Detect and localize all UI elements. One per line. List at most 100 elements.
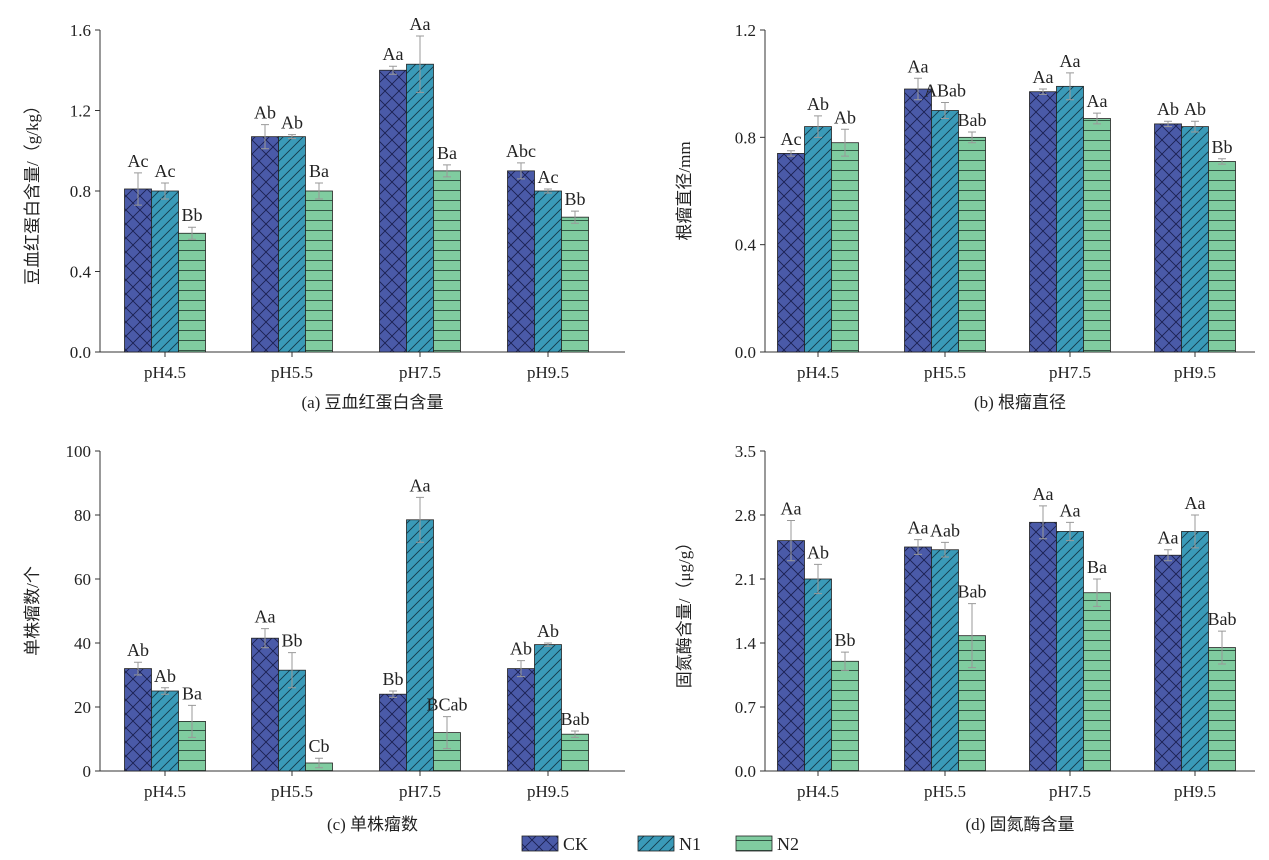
- significance-label: Aa: [1060, 500, 1081, 520]
- bar-n2: [1208, 161, 1236, 353]
- error-bar: [261, 628, 269, 649]
- chart-caption: (d) 固氮酶含量: [965, 815, 1074, 834]
- significance-label: BCab: [426, 695, 467, 715]
- error-bar: [1191, 120, 1199, 133]
- chart-caption: (c) 单株瘤数: [327, 815, 418, 834]
- bar-n2: [433, 170, 461, 353]
- bar-n2: [831, 660, 859, 772]
- y-tick-label: 0.4: [735, 236, 757, 255]
- y-tick-label: 0.7: [735, 698, 757, 717]
- chart-caption: (a) 豆血红蛋白含量: [301, 393, 443, 412]
- bar-ck: [379, 69, 407, 353]
- significance-label: Aa: [410, 14, 431, 34]
- legend-item-ck: CK: [521, 834, 588, 854]
- y-tick-label: 0.0: [70, 343, 91, 362]
- x-tick-label: pH5.5: [271, 782, 313, 801]
- error-bar: [787, 150, 795, 157]
- y-tick-label: 1.4: [735, 634, 757, 653]
- y-tick-label: 40: [74, 634, 91, 653]
- bar-n1: [1056, 85, 1084, 353]
- significance-label: Aa: [1087, 91, 1108, 111]
- significance-label: Ac: [155, 161, 176, 181]
- x-tick-label: pH5.5: [271, 363, 313, 382]
- significance-label: Aa: [1033, 484, 1054, 504]
- error-bar: [1066, 72, 1074, 101]
- y-tick-label: 100: [66, 442, 92, 461]
- significance-label: Aa: [1158, 528, 1179, 548]
- error-bar: [814, 115, 822, 138]
- y-tick-label: 80: [74, 506, 91, 525]
- bar-n1: [1056, 531, 1084, 772]
- error-bar: [315, 182, 323, 200]
- error-bar: [517, 660, 525, 678]
- error-bar: [814, 563, 822, 595]
- bar-n2: [1083, 118, 1111, 353]
- chart-panel-a: 0.0 0.4 0.8 1.2 1.6 pH4.5 pH5.5 pH7.5 pH9.5 豆血红蛋白…: [23, 14, 625, 412]
- x-tick-label: pH9.5: [1174, 782, 1216, 801]
- error-bar: [1218, 158, 1226, 165]
- error-bar: [571, 730, 579, 738]
- significance-label: Ab: [807, 542, 829, 562]
- significance-label: Aa: [255, 607, 276, 627]
- y-tick-label: 0.0: [735, 343, 756, 362]
- y-tick-label: 0: [83, 762, 92, 781]
- x-tick-label: pH9.5: [527, 363, 569, 382]
- legend-item-n1: N1: [637, 834, 701, 854]
- error-bar: [389, 690, 397, 698]
- error-bar: [544, 642, 552, 647]
- legend-item-n2: N2: [735, 834, 799, 854]
- legend-swatch: [521, 835, 559, 852]
- x-tick-label: pH9.5: [1174, 363, 1216, 382]
- bar-n1: [1181, 126, 1209, 353]
- significance-label: Aa: [908, 518, 929, 538]
- y-tick-label: 60: [74, 570, 91, 589]
- bar-ck: [124, 188, 152, 353]
- error-bar: [1066, 521, 1074, 542]
- bar-ck: [379, 693, 407, 772]
- error-bar: [517, 162, 525, 180]
- bar-n2: [958, 136, 986, 353]
- significance-label: Bab: [958, 110, 987, 130]
- significance-label: Ab: [834, 107, 856, 127]
- error-bar: [1164, 549, 1172, 562]
- bar-ck: [507, 668, 535, 772]
- bar-ck: [1154, 554, 1182, 772]
- significance-label: Aa: [781, 498, 802, 518]
- significance-label: Aa: [1185, 493, 1206, 513]
- error-bar: [941, 101, 949, 120]
- error-bar: [571, 210, 579, 224]
- error-bar: [841, 128, 849, 157]
- bar-ck: [777, 540, 805, 772]
- x-tick-label: pH4.5: [797, 363, 839, 382]
- legend-swatch: [637, 835, 675, 852]
- error-bar: [443, 164, 451, 178]
- x-tick-label: pH9.5: [527, 782, 569, 801]
- bar-ck: [1029, 521, 1057, 772]
- significance-label: Aa: [383, 44, 404, 64]
- error-bar: [841, 651, 849, 671]
- bar-n1: [151, 190, 179, 353]
- x-tick-label: pH7.5: [1049, 782, 1091, 801]
- significance-label: Ab: [254, 103, 276, 123]
- significance-label: Ab: [127, 640, 149, 660]
- error-bar: [544, 188, 552, 194]
- significance-label: Ba: [437, 143, 457, 163]
- bar-n1: [406, 519, 434, 772]
- bar-ck: [124, 668, 152, 772]
- bar-n1: [406, 63, 434, 353]
- error-bar: [188, 226, 196, 240]
- error-bar: [1191, 514, 1199, 549]
- y-tick-label: 1.2: [735, 21, 756, 40]
- x-tick-label: pH4.5: [144, 782, 186, 801]
- bar-n1: [931, 110, 959, 353]
- error-bar: [968, 131, 976, 144]
- significance-label: Ab: [281, 113, 303, 133]
- bar-n2: [433, 732, 461, 772]
- error-bar: [315, 757, 323, 769]
- y-tick-label: 0.4: [70, 263, 92, 282]
- bar-ck: [251, 136, 279, 353]
- bar-n1: [804, 578, 832, 772]
- significance-label: Aa: [410, 475, 431, 495]
- y-tick-label: 20: [74, 698, 91, 717]
